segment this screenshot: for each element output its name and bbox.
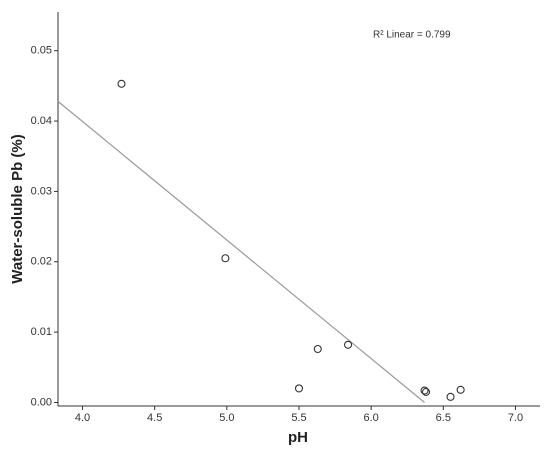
x-tick-label: 6.5 bbox=[436, 412, 451, 424]
y-tick-label: 0.05 bbox=[31, 45, 52, 57]
point bbox=[421, 387, 431, 396]
point bbox=[456, 385, 465, 394]
x-tick-label: 5.5 bbox=[291, 412, 306, 424]
point bbox=[117, 79, 126, 88]
y-tick-label: 0.04 bbox=[31, 115, 52, 127]
y-tick-label: 0.03 bbox=[31, 185, 52, 197]
point bbox=[294, 384, 304, 393]
y-axis-title: Water-soluble Pb (%) bbox=[9, 134, 26, 283]
x-axis-title: pH bbox=[288, 429, 308, 446]
x-tick-label: 6.0 bbox=[364, 412, 379, 424]
point bbox=[221, 254, 230, 263]
y-tick-label: 0.01 bbox=[31, 326, 52, 338]
point bbox=[313, 344, 322, 354]
x-tick-label: 5.0 bbox=[219, 412, 234, 424]
x-tick-label: 7.0 bbox=[508, 412, 523, 424]
y-tick-label: 0.00 bbox=[31, 396, 52, 408]
x-tick-label: 4.0 bbox=[75, 412, 90, 424]
annotation: R² Linear = 0.799 bbox=[373, 30, 451, 41]
point bbox=[446, 392, 455, 401]
x-tick-label: 4.5 bbox=[147, 412, 162, 424]
point bbox=[420, 386, 429, 395]
y-tick-label: 0.02 bbox=[31, 256, 52, 268]
point bbox=[344, 340, 353, 349]
fit-line bbox=[57, 100, 425, 403]
